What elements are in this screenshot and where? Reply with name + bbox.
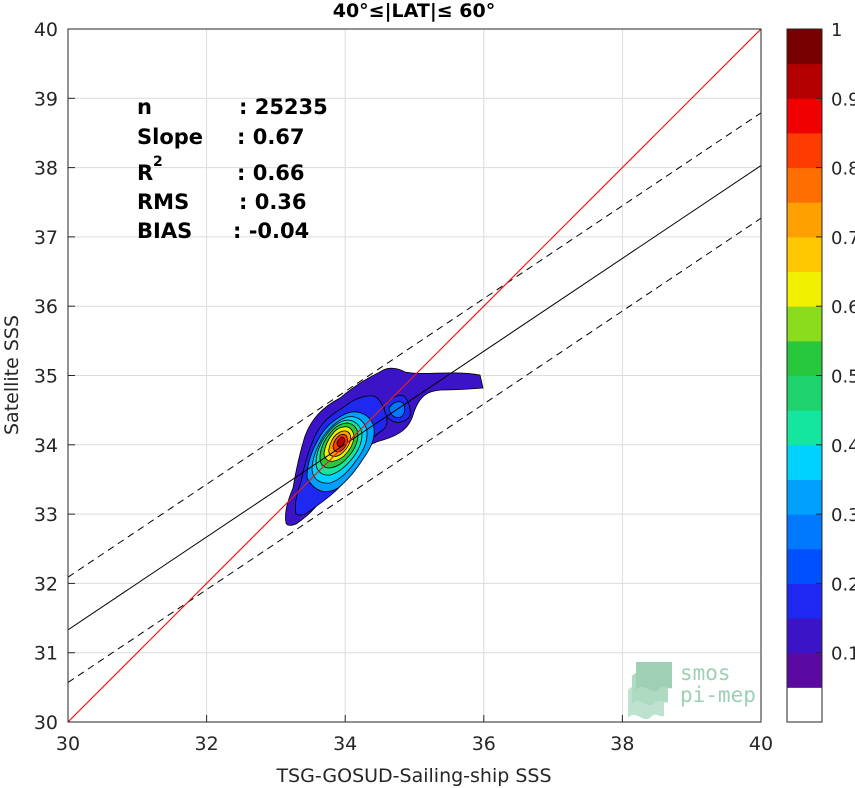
y-tick-label: 35 (34, 366, 58, 388)
colorbar-tick-label: 0.5 (831, 367, 855, 388)
colorbar-tick-label: 0.8 (831, 159, 855, 180)
stat-n-value: : 25235 (239, 95, 328, 119)
chart-title: 40°≤|LAT|≤ 60° (333, 0, 496, 22)
y-tick-label: 40 (34, 19, 58, 41)
colorbar-bin (787, 444, 822, 480)
stat-slope-value: : 0.67 (237, 125, 305, 149)
colorbar-bin (787, 340, 822, 376)
y-axis-label: Satellite SSS (1, 315, 23, 435)
colorbar-bin (787, 306, 822, 342)
colorbar-bin (787, 514, 822, 550)
colorbar-tick-label: 0.1 (831, 644, 855, 665)
stats-block: n : 25235 Slope : 0.67 R 2 : 0.66 RMS : … (137, 95, 328, 243)
stat-slope-label: Slope (137, 125, 203, 149)
y-tick-label: 33 (34, 504, 58, 526)
y-tick-label: 39 (34, 88, 58, 110)
regression-lines (68, 29, 761, 722)
colorbar-ticks: 0.1 0.2 0.3 0.4 0.5 0.6 0.7 0.8 0.9 1 (816, 20, 855, 665)
colorbar-bin (787, 583, 822, 619)
colorbar-bin (787, 652, 822, 688)
x-tick-label: 34 (333, 733, 357, 755)
y-tick-label: 37 (34, 227, 58, 249)
colorbar-bin (787, 29, 822, 65)
stat-rms-value: : 0.36 (239, 190, 307, 214)
colorbar-tick-label: 0.9 (831, 89, 855, 110)
stat-bias-value: : -0.04 (233, 219, 309, 243)
x-tick-label: 40 (749, 733, 773, 755)
colorbar-bin (787, 410, 822, 446)
identity-line (68, 29, 761, 722)
colorbar-bin (787, 63, 822, 99)
colorbar-tick-label: 0.2 (831, 574, 855, 595)
fit-line (68, 165, 761, 631)
colorbar-bin (787, 548, 822, 584)
colorbar (787, 29, 822, 723)
y-tick-label: 38 (34, 158, 58, 180)
x-tick-label: 30 (56, 733, 80, 755)
colorbar-tick-label: 0.3 (831, 505, 855, 526)
contour-level-11 (336, 436, 346, 448)
colorbar-bin (787, 167, 822, 203)
colorbar-bin (787, 98, 822, 134)
y-tick-label: 32 (34, 573, 58, 595)
colorbar-tick-label: 0.6 (831, 297, 855, 318)
x-tick-label: 36 (472, 733, 496, 755)
stat-r2-superscript: 2 (153, 154, 163, 170)
colorbar-bin (787, 479, 822, 515)
x-axis: 30 32 34 36 38 40 (56, 715, 773, 755)
logo-line-2: pi-mep (680, 683, 756, 707)
smos-pimep-logo: smos pi-mep (628, 661, 756, 720)
colorbar-tick-label: 0.4 (831, 436, 855, 457)
y-tick-label: 36 (34, 296, 58, 318)
y-axis: 30 31 32 33 34 35 36 37 38 39 40 (34, 19, 75, 734)
grid (67, 28, 762, 723)
colorbar-bin (787, 375, 822, 411)
y-tick-label: 34 (34, 435, 58, 457)
x-tick-label: 38 (610, 733, 634, 755)
colorbar-bin (787, 271, 822, 307)
colorbar-tick-label: 0.7 (831, 228, 855, 249)
stat-rms-label: RMS (137, 190, 189, 214)
y-tick-label: 31 (34, 643, 58, 665)
colorbar-bin (787, 202, 822, 238)
logo-line-1: smos (680, 661, 731, 685)
stat-bias-label: BIAS (137, 219, 192, 243)
colorbar-bin (787, 236, 822, 273)
stat-n-label: n (137, 95, 152, 119)
stat-r2-label: R (137, 161, 153, 185)
colorbar-tick-label: 1 (831, 20, 842, 41)
x-tick-label: 32 (195, 733, 219, 755)
colorbar-bin (787, 687, 822, 723)
colorbar-bin (787, 132, 822, 169)
density-contours (285, 367, 484, 526)
x-axis-label: TSG-GOSUD-Sailing-ship SSS (275, 765, 551, 787)
colorbar-bin (787, 618, 822, 654)
y-tick-label: 30 (34, 712, 58, 734)
stat-r2-value: : 0.66 (237, 161, 305, 185)
waves-icon (628, 662, 672, 720)
